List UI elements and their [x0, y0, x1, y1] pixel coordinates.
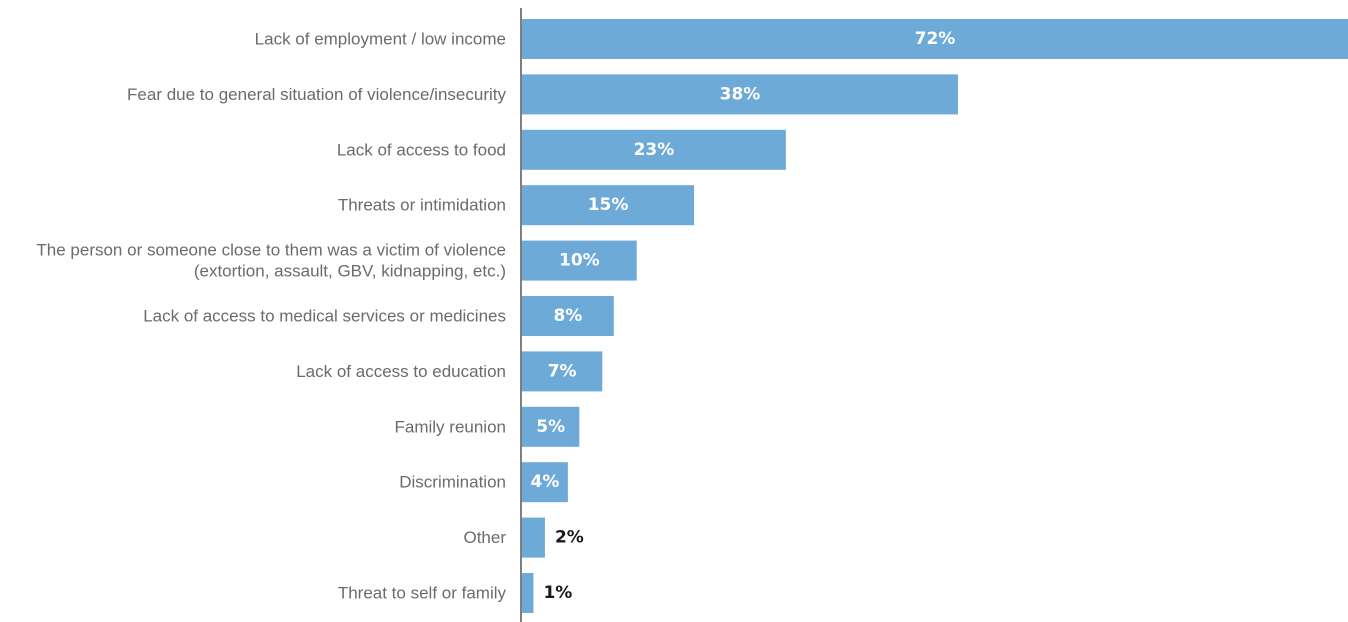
category-label-line: Lack of access to education [296, 362, 506, 381]
category-label: Lack of access to food [337, 140, 506, 159]
category-label-line: (extortion, assault, GBV, kidnapping, et… [194, 262, 506, 281]
value-label: 5% [536, 417, 565, 437]
bar [522, 129, 786, 170]
bar [522, 240, 637, 281]
category-label-line: Lack of access to medical services or me… [143, 307, 506, 326]
category-labels-layer: Lack of employment / low income Fear due … [36, 30, 506, 603]
value-label: 38% [720, 84, 761, 104]
value-label: 15% [588, 195, 629, 215]
value-label: 2% [555, 528, 584, 548]
category-label-line: Fear due to general situation of violenc… [127, 85, 506, 104]
category-label: The person or someone close to them was … [36, 241, 506, 281]
category-label: Lack of access to education [296, 362, 506, 381]
bar [522, 19, 1348, 59]
value-label: 8% [553, 306, 582, 326]
category-label: Lack of employment / low income [255, 30, 506, 49]
value-label: 10% [559, 251, 600, 271]
category-label-line: The person or someone close to them was … [36, 241, 506, 260]
value-label: 4% [531, 472, 560, 492]
category-label: Fear due to general situation of violenc… [127, 85, 506, 104]
bars-layer [522, 19, 1348, 613]
value-label: 1% [543, 583, 572, 603]
value-labels-layer: 72% 38% 23% 15% 10% 8% 7% 5% 4% 2% 1% [531, 29, 956, 603]
value-label: 7% [548, 361, 577, 381]
bar [522, 573, 534, 613]
category-label: Family reunion [395, 417, 507, 436]
bar [522, 185, 695, 226]
category-label: Lack of access to medical services or me… [143, 307, 506, 326]
category-label-line: Family reunion [395, 417, 507, 436]
category-label-line: Threats or intimidation [338, 196, 506, 215]
bar [522, 74, 958, 115]
category-label: Discrimination [399, 473, 506, 492]
value-label: 72% [915, 29, 956, 49]
category-label-line: Lack of employment / low income [255, 30, 506, 49]
category-label-line: Lack of access to food [337, 140, 506, 159]
category-label-line: Discrimination [399, 473, 506, 492]
category-label-line: Threat to self or family [338, 584, 507, 603]
category-label: Threats or intimidation [338, 196, 506, 215]
category-label-line: Other [463, 528, 506, 547]
bar [522, 406, 580, 447]
bar [522, 517, 545, 558]
bar [522, 296, 614, 336]
category-label: Other [463, 528, 506, 547]
value-label: 23% [634, 140, 675, 160]
bar [522, 462, 568, 503]
category-label: Threat to self or family [338, 584, 507, 603]
bar [522, 351, 603, 392]
